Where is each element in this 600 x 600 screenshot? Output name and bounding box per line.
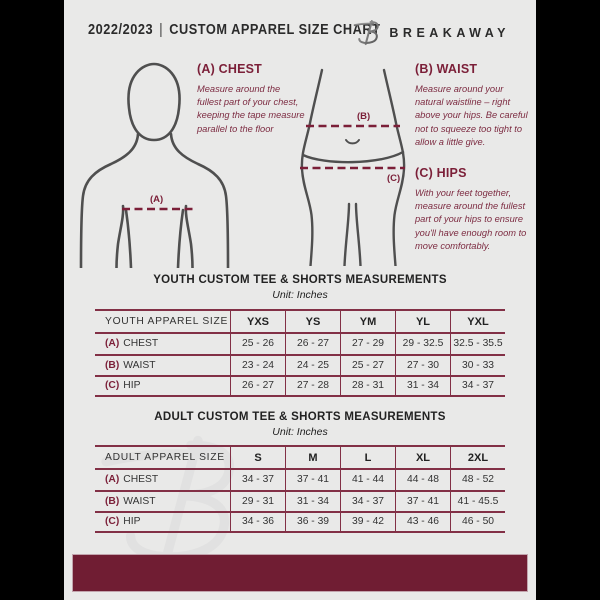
header-year: 2022/2023 (88, 22, 154, 38)
table-cell: 31 - 34 (395, 375, 450, 397)
hips-guide-description: With your feet together, measure around … (415, 188, 527, 251)
adult-size-table: ADULT APPAREL SIZE S M L XL 2XL (A) CHEST… (95, 445, 505, 533)
table-cell: 44 - 48 (395, 468, 450, 490)
table-cell: 24 - 25 (285, 353, 340, 375)
adult-size-2xl: 2XL (450, 445, 505, 468)
torso-figure-illustration: (A) (79, 62, 230, 268)
table-cell: 27 - 30 (395, 353, 450, 375)
table-cell: 37 - 41 (285, 468, 340, 490)
size-chart-document: 2022/2023 | CUSTOM APPAREL SIZE CHART BREA… (64, 0, 536, 600)
table-cell: 43 - 46 (395, 511, 450, 533)
adult-table-title: ADULT CUSTOM TEE & SHORTS MEASUREMENTS (154, 411, 446, 423)
table-cell: 36 - 39 (285, 511, 340, 533)
youth-table-title: YOUTH CUSTOM TEE & SHORTS MEASUREMENTS (153, 274, 447, 286)
youth-size-header-cell: YOUTH APPAREL SIZE (95, 309, 230, 332)
youth-waist-row-label: (B) WAIST (95, 353, 230, 376)
table-cell: 34 - 37 (340, 489, 395, 511)
table-cell: 23 - 24 (230, 353, 285, 375)
youth-hip-row-label: (C) HIP (95, 375, 230, 397)
table-cell: 29 - 32.5 (395, 332, 450, 354)
table-cell: 32.5 - 35.5 (450, 332, 505, 354)
youth-size-yl: YL (395, 309, 450, 332)
adult-size-l: L (340, 445, 395, 468)
chest-guide: (A) CHEST Measure around the fullest par… (197, 62, 307, 136)
header-title-text: CUSTOM APPAREL SIZE CHART (169, 22, 381, 38)
table-cell: 34 - 36 (230, 511, 285, 533)
hips-guide: (C) HIPS With your feet together, measur… (415, 166, 531, 253)
table-cell: 34 - 37 (450, 375, 505, 397)
brand-lockup: BREAKAWAY (352, 18, 510, 48)
table-cell: 31 - 34 (285, 489, 340, 511)
youth-size-yxs: YXS (230, 309, 285, 332)
brand-name: BREAKAWAY (389, 26, 510, 40)
youth-size-table: YOUTH APPAREL SIZE YXS YS YM YL YXL (A) C… (95, 309, 505, 397)
right-black-pillar (536, 0, 600, 600)
adult-size-s: S (230, 445, 285, 468)
youth-chest-row-label: (A) CHEST (95, 332, 230, 354)
chest-guide-description: Measure around the fullest part of your … (197, 84, 305, 134)
hips-figure-illustration: (B) (C) (300, 68, 406, 266)
table-cell: 48 - 52 (450, 468, 505, 490)
adult-size-xl: XL (395, 445, 450, 468)
table-cell: 25 - 27 (340, 353, 395, 375)
waist-marker-label: (B) (357, 111, 370, 122)
table-cell: 46 - 50 (450, 511, 505, 533)
footer-accent-bar (72, 554, 528, 592)
table-cell: 39 - 42 (340, 511, 395, 533)
left-black-pillar (0, 0, 64, 600)
adult-table-unit: Unit: Inches (272, 426, 328, 438)
table-cell: 25 - 26 (230, 332, 285, 354)
youth-table-unit: Unit: Inches (272, 289, 328, 301)
table-cell: 41 - 44 (340, 468, 395, 490)
adult-waist-row-label: (B) WAIST (95, 489, 230, 512)
table-cell: 37 - 41 (395, 489, 450, 511)
waist-guide-heading: (B) WAIST (415, 62, 478, 76)
adult-chest-row-label: (A) CHEST (95, 468, 230, 490)
header-divider: | (159, 22, 164, 38)
table-cell: 26 - 27 (285, 332, 340, 354)
table-cell: 30 - 33 (450, 353, 505, 375)
waist-guide-description: Measure around your natural waistline – … (415, 84, 528, 147)
measurement-guide-section: (A) (B) (C) (A) CHEST Measure around the… (64, 0, 536, 275)
chest-marker-label: (A) (150, 194, 163, 205)
table-cell: 28 - 31 (340, 375, 395, 397)
adult-size-m: M (285, 445, 340, 468)
youth-size-yxl: YXL (450, 309, 505, 332)
hips-guide-heading: (C) HIPS (415, 166, 467, 180)
table-cell: 27 - 28 (285, 375, 340, 397)
youth-size-ym: YM (340, 309, 395, 332)
breakaway-b-logo-icon (354, 20, 380, 46)
chest-guide-heading: (A) CHEST (197, 62, 262, 76)
adult-hip-row-label: (C) HIP (95, 511, 230, 533)
table-cell: 41 - 45.5 (450, 489, 505, 511)
table-cell: 34 - 37 (230, 468, 285, 490)
page-header: 2022/2023 | CUSTOM APPAREL SIZE CHART BREA… (64, 18, 536, 52)
table-cell: 26 - 27 (230, 375, 285, 397)
page-title: 2022/2023 | CUSTOM APPAREL SIZE CHART (88, 22, 380, 38)
table-cell: 29 - 31 (230, 489, 285, 511)
hips-marker-label: (C) (387, 173, 400, 184)
waist-guide: (B) WAIST Measure around your natural wa… (415, 62, 529, 149)
youth-size-ys: YS (285, 309, 340, 332)
adult-size-header-cell: ADULT APPAREL SIZE (95, 445, 230, 468)
table-cell: 27 - 29 (340, 332, 395, 354)
